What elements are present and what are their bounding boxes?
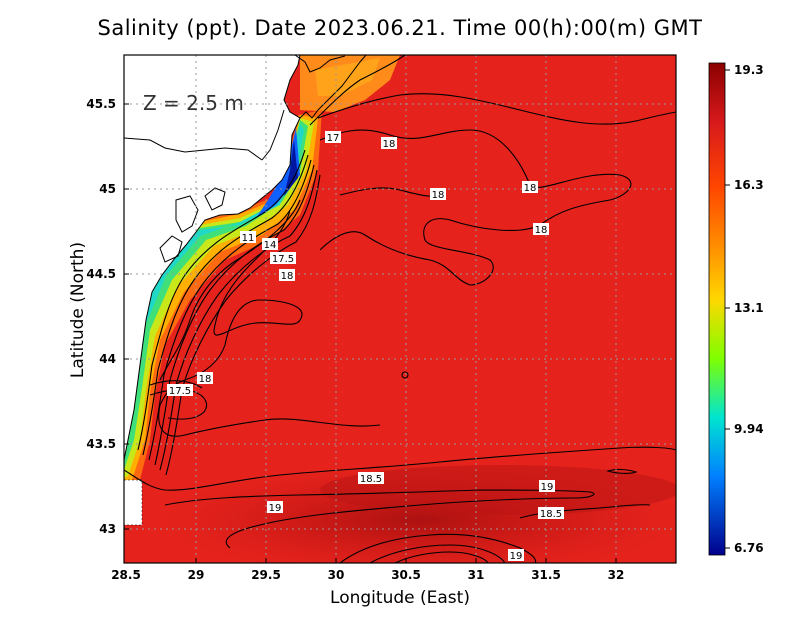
svg-text:17.5: 17.5 [169, 386, 191, 397]
svg-text:18: 18 [432, 190, 445, 201]
x-tick-label: 28.5 [111, 568, 141, 582]
contour-label: 19 [267, 501, 283, 514]
contour-label-group: 17 18 18 18 18 17.5 18 17.5 18 18.5 19 1… [167, 131, 564, 562]
x-tick-label: 29.5 [251, 568, 281, 582]
y-tick-label: 44 [99, 352, 116, 366]
contour-label: 17.5 [167, 384, 193, 397]
contour-label: 18 [430, 188, 446, 201]
x-tick-label: 32 [608, 568, 625, 582]
depth-label: Z = 2.5 m [143, 91, 244, 115]
svg-text:18.5: 18.5 [540, 509, 562, 520]
svg-text:18.5: 18.5 [360, 474, 382, 485]
x-tick-label: 30.5 [391, 568, 421, 582]
svg-text:14: 14 [264, 240, 277, 251]
x-tick-label: 30 [328, 568, 345, 582]
colorbar-tick-label: 13.1 [734, 301, 764, 315]
x-tick-label: 31.5 [531, 568, 561, 582]
svg-text:17.5: 17.5 [272, 254, 294, 265]
contour-label: 18 [381, 137, 397, 150]
y-tick-label: 44.5 [86, 267, 116, 281]
contour-label: 19 [539, 480, 555, 493]
x-axis-label: Longitude (East) [330, 588, 470, 608]
contour-label: 18.5 [358, 472, 384, 485]
y-tick-label: 43 [99, 522, 116, 536]
contour-label: 18 [522, 181, 538, 194]
y-tick-label: 43.5 [86, 437, 116, 451]
x-tick-label: 29 [188, 568, 205, 582]
contour-label: 18 [279, 269, 295, 282]
svg-text:18: 18 [383, 139, 396, 150]
contour-label: 17 [325, 131, 341, 144]
svg-text:18: 18 [535, 225, 548, 236]
contour-label: 18.5 [538, 507, 564, 520]
contour-label: 19 [508, 549, 524, 562]
svg-text:18: 18 [281, 271, 294, 282]
grid-lines [124, 55, 676, 563]
svg-text:11: 11 [242, 233, 255, 244]
contour-label: 18 [533, 223, 549, 236]
x-tick-label: 31 [468, 568, 485, 582]
colorbar [708, 62, 726, 556]
y-tick-label: 45.5 [86, 97, 116, 111]
svg-text:17: 17 [327, 133, 340, 144]
contour-lines [124, 55, 676, 563]
land-mass [124, 55, 367, 526]
colorbar-tick-label: 16.3 [734, 178, 764, 192]
svg-text:19: 19 [510, 551, 523, 562]
map-frame [123, 54, 677, 564]
axis-ticks [124, 103, 617, 563]
map-title: Salinity (ppt). Date 2023.06.21. Time 00… [97, 16, 703, 40]
svg-text:19: 19 [541, 482, 554, 493]
svg-text:19: 19 [269, 503, 282, 514]
contour-label: 18 [197, 372, 213, 385]
contour-label: 11 [240, 231, 256, 244]
contour-label: 17.5 [270, 252, 296, 265]
svg-text:18: 18 [199, 374, 212, 385]
contour-label: 14 [262, 238, 278, 251]
svg-text:18: 18 [524, 183, 537, 194]
colorbar-tick-label: 9.94 [734, 422, 764, 436]
colorbar-tick-label: 19.3 [734, 63, 764, 77]
y-tick-label: 45 [99, 182, 116, 196]
colorbar-tick-label: 6.76 [734, 541, 764, 555]
